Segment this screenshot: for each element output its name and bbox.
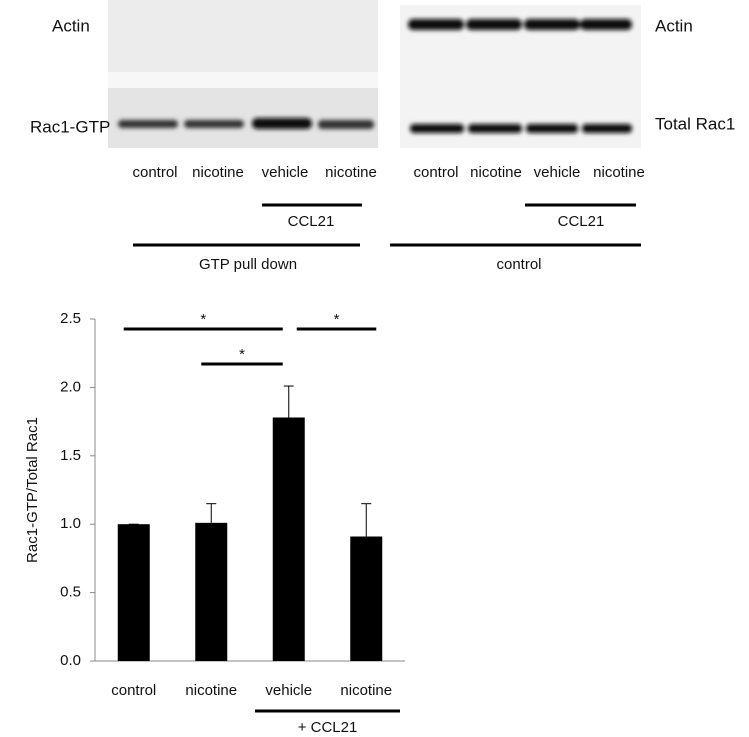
lane-label: nicotine [593, 164, 645, 181]
x-tick-label: nicotine [185, 682, 237, 699]
lane-label: control [132, 164, 177, 181]
error-bar [283, 385, 294, 418]
band [468, 124, 522, 133]
lane-label: vehicle [534, 164, 581, 181]
band [580, 19, 632, 30]
group-label: control [496, 256, 541, 273]
bar [350, 536, 383, 661]
significance-label: * [239, 346, 245, 363]
treatment-label: CCL21 [558, 213, 605, 230]
band [118, 120, 178, 128]
lane-label: control [413, 164, 458, 181]
lane-label: nicotine [325, 164, 377, 181]
x-tick-label: control [111, 682, 156, 699]
band-label: Total Rac1 [655, 114, 735, 133]
treatment-label: CCL21 [288, 213, 335, 230]
band [466, 19, 522, 30]
blot-panel [108, 72, 378, 88]
blot-panel [108, 88, 378, 148]
band [408, 19, 464, 30]
x-tick-label: nicotine [340, 682, 392, 699]
blot-right [400, 5, 641, 148]
y-tick-label: 1.0 [60, 515, 81, 532]
bar [117, 524, 150, 661]
lane-label: vehicle [262, 164, 309, 181]
band-label: Actin [52, 16, 90, 35]
error-bar [361, 503, 372, 537]
error-bar [206, 503, 217, 523]
band [184, 120, 244, 128]
y-axis-label: Rac1-GTP/Total Rac1 [24, 417, 41, 563]
band-label: Actin [655, 16, 693, 35]
significance-label: * [334, 311, 340, 328]
band [582, 124, 632, 133]
x-tick-label: vehicle [265, 682, 312, 699]
lane-label: nicotine [192, 164, 244, 181]
band [252, 118, 312, 129]
band-label: Rac1-GTP [30, 117, 110, 136]
bar [195, 522, 228, 661]
blot-panel [108, 0, 378, 72]
y-tick-label: 2.0 [60, 378, 81, 395]
bar [272, 417, 305, 661]
blot-left [108, 0, 378, 148]
band [526, 124, 578, 133]
band [410, 124, 464, 133]
significance-label: * [200, 311, 206, 328]
lane-label: nicotine [470, 164, 522, 181]
y-tick-label: 2.5 [60, 310, 81, 327]
group-label: + CCL21 [298, 719, 358, 736]
band [524, 19, 580, 30]
y-tick-label: 0.5 [60, 584, 81, 601]
y-tick-label: 0.0 [60, 652, 81, 669]
y-tick-label: 1.5 [60, 447, 81, 464]
group-label: GTP pull down [199, 256, 297, 273]
band [318, 120, 374, 129]
